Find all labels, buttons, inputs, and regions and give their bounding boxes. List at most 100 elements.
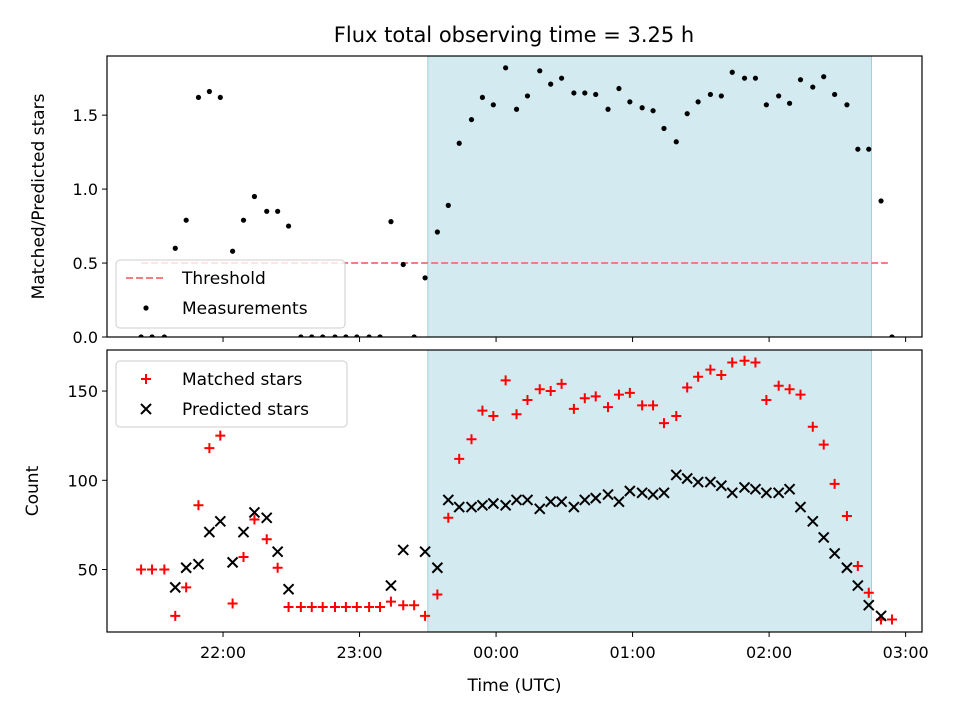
chart-title: Flux total observing time = 3.25 h xyxy=(334,23,694,47)
measurement-point xyxy=(616,85,622,92)
predicted-stars-point xyxy=(636,487,648,499)
legend-frame xyxy=(115,360,348,428)
measurement-point xyxy=(138,334,144,337)
predicted-stars-point xyxy=(237,526,250,538)
matched-stars-point xyxy=(420,610,431,621)
legend-key xyxy=(141,374,151,384)
predicted-stars-point xyxy=(613,496,625,508)
predicted-stars-point xyxy=(738,481,751,494)
matched-stars-point xyxy=(705,364,716,375)
measurement-point xyxy=(149,334,155,337)
legend-key-marker xyxy=(140,403,152,415)
predicted-stars-point xyxy=(419,545,431,558)
predicted-stars-point xyxy=(397,544,409,556)
count-legend: Matched stars Predicted stars xyxy=(115,360,348,428)
matched-stars-point xyxy=(556,378,567,389)
measurement-point xyxy=(558,75,565,81)
ratio-y-tick-label: 1.5 xyxy=(73,106,98,125)
measurement-point xyxy=(524,93,531,99)
predicted-stars-point xyxy=(602,488,614,501)
matched-stars-point xyxy=(159,564,170,575)
count-axes-frame xyxy=(106,349,923,633)
measurement-point xyxy=(673,139,679,145)
matched-stars-point xyxy=(340,602,351,613)
matched-stars-point xyxy=(272,562,283,573)
matched-stars-point xyxy=(477,405,488,416)
measurement-point xyxy=(866,146,872,152)
measurement-point xyxy=(776,93,782,99)
predicted-stars-point xyxy=(476,499,489,511)
predicted-stars-point xyxy=(579,494,591,506)
matched-stars-point xyxy=(727,357,738,368)
predicted-stars-point xyxy=(465,501,478,513)
matched-stars-point xyxy=(136,564,147,575)
matched-stars-point xyxy=(590,391,601,402)
x-tick-label: 00:00 xyxy=(473,643,519,662)
measurement-point xyxy=(332,334,338,337)
predicted-stars-point xyxy=(203,526,216,538)
measurement-point xyxy=(889,334,895,337)
matched-stars-point xyxy=(147,564,158,575)
matched-stars-point xyxy=(522,394,533,405)
matched-stars-point xyxy=(545,386,556,397)
measurement-point xyxy=(264,208,270,214)
matched-stars-point xyxy=(807,421,818,432)
measurement-point xyxy=(707,91,714,98)
legend-label: Matched stars xyxy=(182,370,302,390)
measurement-point xyxy=(729,69,735,75)
ratio-legend: Threshold Measurements xyxy=(115,259,346,329)
measurement-point xyxy=(434,229,440,235)
predicted-stars-point xyxy=(555,496,568,508)
legend-label: Measurements xyxy=(182,299,308,319)
measurement-point xyxy=(832,91,838,98)
predicted-stars-point xyxy=(192,558,205,570)
matched-stars-point xyxy=(306,602,317,613)
predicted-stars-point xyxy=(692,476,704,488)
count-series-0 xyxy=(136,355,897,625)
matched-stars-point xyxy=(364,602,375,613)
matched-stars-point xyxy=(773,380,784,391)
predicted-stars-point xyxy=(442,494,454,506)
matched-stars-point xyxy=(511,409,522,420)
predicted-stars-point xyxy=(749,483,762,495)
predicted-stars-point xyxy=(521,494,534,506)
predicted-stars-point xyxy=(818,531,830,544)
ratio-y-tick-label: 0.0 xyxy=(73,328,98,347)
matched-stars-point xyxy=(624,387,635,398)
matched-stars-point xyxy=(829,478,840,489)
matched-stars-point xyxy=(500,375,511,386)
measurement-point xyxy=(195,94,202,101)
count-y-tick-label: 50 xyxy=(78,561,98,580)
predicted-stars-point xyxy=(544,496,557,508)
predicted-stars-point xyxy=(670,469,682,481)
matched-stars-point xyxy=(716,369,727,380)
count-plot-area xyxy=(136,355,897,625)
measurement-point xyxy=(298,334,304,337)
measurement-point xyxy=(411,334,417,337)
measurement-point xyxy=(593,91,599,98)
predicted-stars-point xyxy=(715,479,728,492)
predicted-stars-point xyxy=(726,487,738,499)
count-y-tick-label: 100 xyxy=(67,471,98,490)
matched-stars-point xyxy=(227,598,238,609)
matched-stars-point xyxy=(238,552,249,563)
predicted-stars-point xyxy=(487,497,500,510)
measurement-point xyxy=(513,106,520,112)
matched-stars-point xyxy=(795,389,806,400)
measurement-point xyxy=(582,90,588,96)
matched-stars-point xyxy=(603,402,614,413)
measurement-point xyxy=(490,102,496,108)
predicted-stars-point xyxy=(863,599,875,611)
x-tick-label: 02:00 xyxy=(746,643,792,662)
count-series-1 xyxy=(169,469,887,622)
matched-stars-point xyxy=(454,453,465,464)
measurement-point xyxy=(650,108,656,114)
predicted-stars-point xyxy=(760,487,773,499)
matched-stars-point xyxy=(466,434,477,445)
ratio-plot-area xyxy=(138,65,895,337)
legend-label: Threshold xyxy=(181,269,266,289)
matched-stars-point xyxy=(443,512,454,523)
predicted-stars-point xyxy=(568,501,580,513)
measurement-point xyxy=(377,334,383,337)
measurement-point xyxy=(309,334,315,337)
